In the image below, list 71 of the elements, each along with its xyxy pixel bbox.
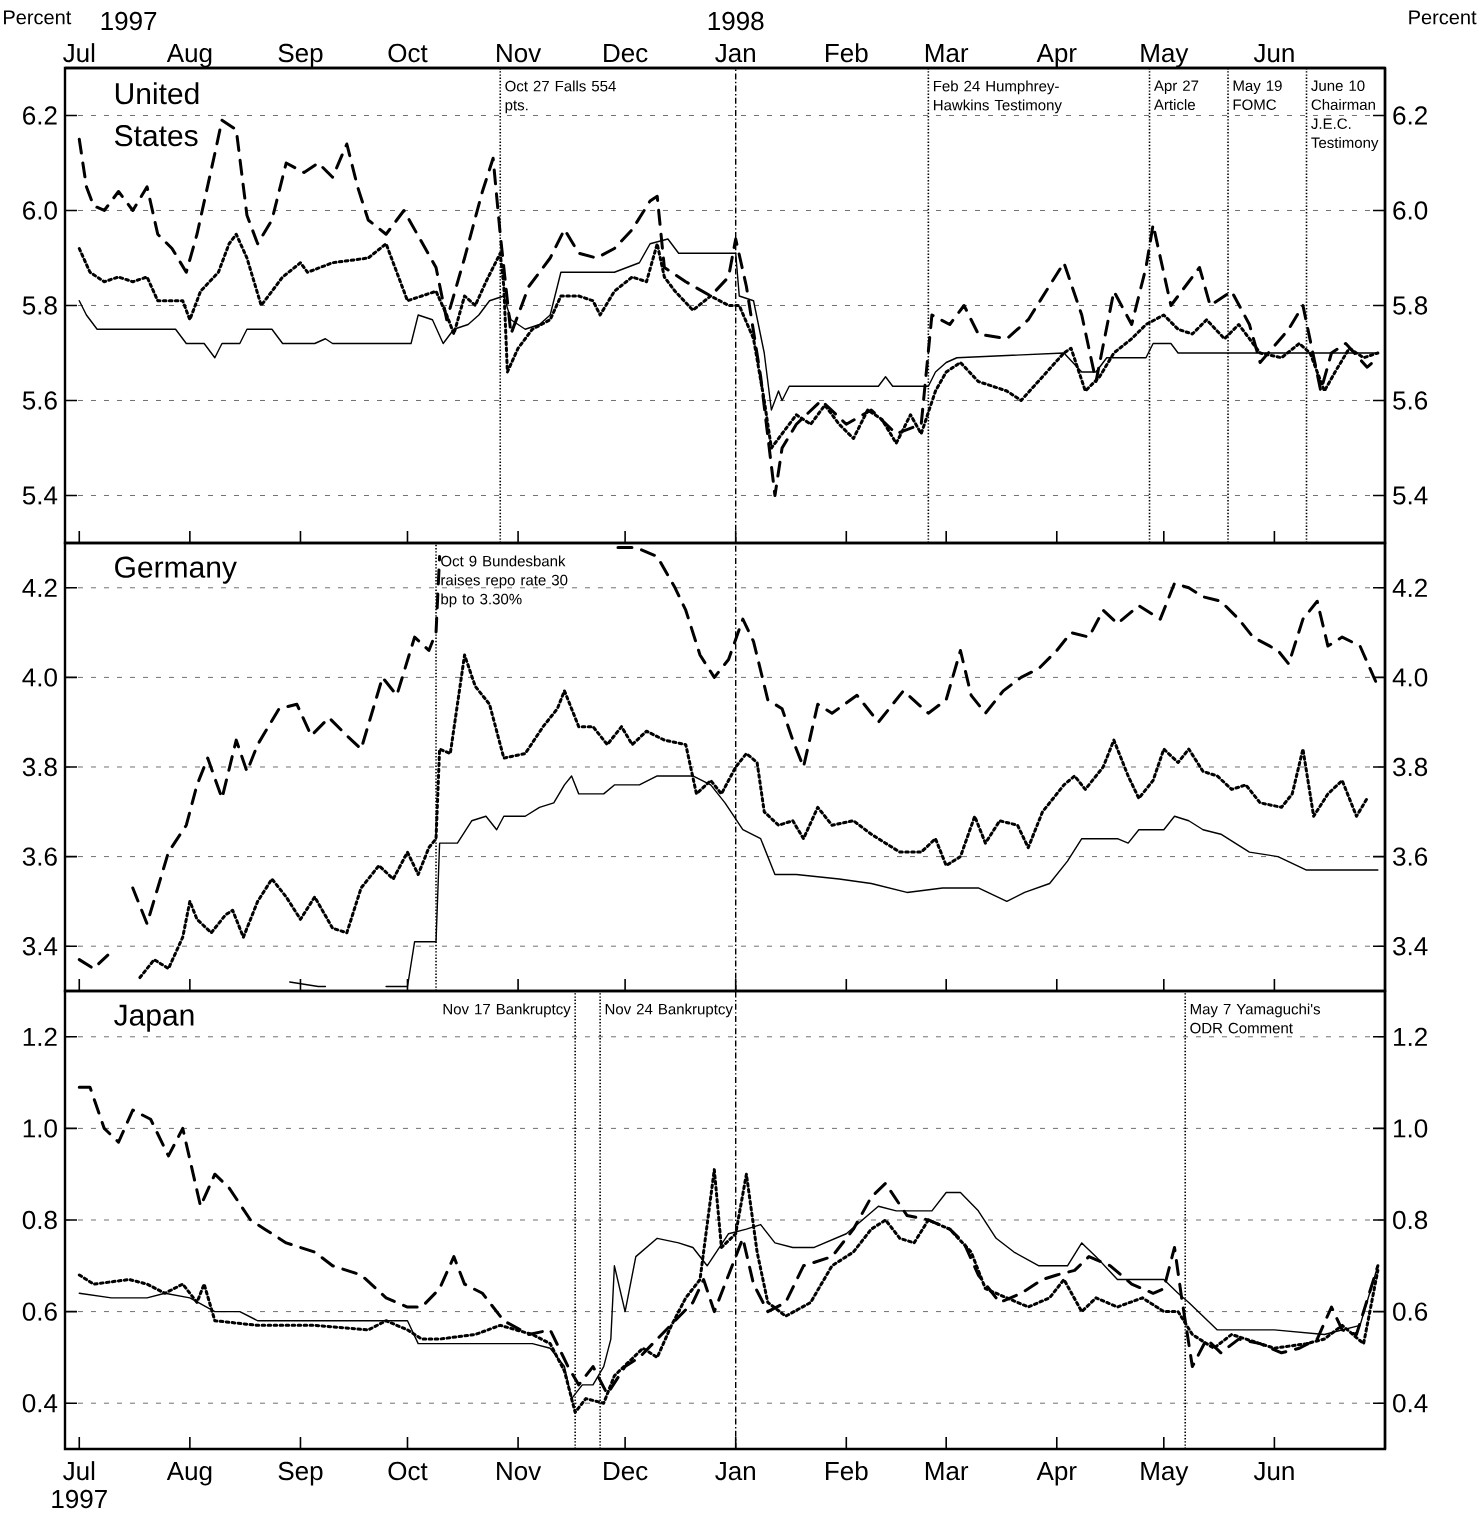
y-tick-label: 3.8 <box>22 757 57 777</box>
y-tick-label: 5.8 <box>22 296 57 315</box>
ref-line-label: June 10 Chairman J.E.C. Testimony <box>1311 80 1379 151</box>
y2-tick-label: 6.0 <box>1393 201 1428 220</box>
ref-line-label: Nov 24 Bankruptcy <box>605 1003 733 1018</box>
x-tick-label: Aug <box>166 1462 212 1486</box>
y-tick-label: 6.2 <box>23 106 57 125</box>
ref-line-label: Oct 27 Falls 554 pts. <box>505 80 616 114</box>
x-tick-label: Sep <box>278 43 323 68</box>
y2-axis-title: Percent <box>1409 10 1477 25</box>
ref-line-label: Nov 17 Bankruptcy <box>443 1003 571 1018</box>
y2-tick-label: 3.6 <box>1393 847 1428 866</box>
x-tick-label: Nov <box>497 1462 542 1481</box>
text: 1998 <box>708 11 764 31</box>
x-tick-label: Jul <box>63 43 95 63</box>
y2-tick-label: 0.8 <box>1393 1210 1428 1230</box>
y2-tick-label: 0.6 <box>1393 1302 1428 1321</box>
x-tick-label: Feb <box>826 43 868 63</box>
x-tick-label: May <box>1141 44 1189 68</box>
y-tick-label: 3.4 <box>22 936 58 956</box>
x-tick-label: Aug <box>166 44 212 68</box>
ref-line-label: Oct 9 Bundesbank raises repo rate 30 bp to 3.30% <box>441 555 568 608</box>
x-tick-label: Apr <box>1036 1462 1077 1486</box>
text: United States <box>114 82 199 147</box>
y2-tick-label: 5.4 <box>1393 486 1428 505</box>
ref-line-label: May 19 FOMC <box>1233 80 1282 111</box>
chart-title: Japan <box>114 1004 194 1032</box>
x-tick-label: Jan <box>715 44 755 63</box>
text: 1997 <box>101 11 157 31</box>
y-tick-label: 4.2 <box>22 578 57 597</box>
y2-tick-label: 1.2 <box>1394 1027 1427 1046</box>
ref-line-label: Apr 27 Article <box>1153 80 1199 111</box>
y2-tick-label: 4.2 <box>1392 578 1427 597</box>
y-tick-label: 1.0 <box>23 1119 57 1138</box>
y2-tick-label: 5.8 <box>1393 296 1428 315</box>
chart-title: Germany <box>115 556 237 584</box>
x-tick-label: Jan <box>715 1462 755 1481</box>
x-tick-label: Feb <box>826 1461 868 1481</box>
text: 1997 <box>52 1489 107 1509</box>
y-tick-label: 6.0 <box>23 201 57 220</box>
x-tick-label: Jun <box>1253 1462 1294 1481</box>
y-tick-label: 0.8 <box>22 1210 57 1230</box>
y2-tick-label: 3.4 <box>1393 936 1428 956</box>
y2-tick-label: 3.8 <box>1393 757 1428 777</box>
y-tick-label: 1.2 <box>23 1027 57 1046</box>
y2-tick-label: 4.0 <box>1392 668 1428 687</box>
x-tick-label: Dec <box>604 44 648 63</box>
x-tick-label: Apr <box>1036 44 1077 68</box>
x-tick-label: Oct <box>388 43 428 63</box>
ref-line-label: May 7 Yamaguchi's ODR Comment <box>1190 1003 1321 1034</box>
y-tick-label: 5.6 <box>22 391 57 410</box>
x-tick-label: Nov <box>497 44 542 63</box>
x-tick-label: Mar <box>925 44 969 63</box>
y2-tick-label: 6.2 <box>1393 106 1427 125</box>
y-tick-label: 3.6 <box>22 847 57 866</box>
y-tick-label: 4.0 <box>22 668 57 687</box>
y2-tick-label: 5.6 <box>1393 391 1428 410</box>
x-tick-label: Sep <box>278 1461 323 1486</box>
ref-line-label: Feb 24 Humphrey-Hawkins Testimony <box>933 80 1062 114</box>
y2-tick-label: 1.0 <box>1394 1119 1428 1138</box>
y-tick-label: 0.6 <box>22 1302 57 1321</box>
x-tick-label: Jul <box>63 1461 95 1481</box>
y-tick-label: 0.4 <box>22 1393 58 1413</box>
x-tick-label: May <box>1141 1462 1189 1486</box>
x-tick-label: Mar <box>925 1462 969 1481</box>
x-tick-label: Jun <box>1253 44 1294 63</box>
y-tick-label: 5.4 <box>22 486 58 505</box>
x-tick-label: Dec <box>604 1462 648 1481</box>
y-axis-title: Percent <box>4 10 72 25</box>
x-tick-label: Oct <box>388 1461 428 1481</box>
y2-tick-label: 0.4 <box>1393 1393 1428 1413</box>
